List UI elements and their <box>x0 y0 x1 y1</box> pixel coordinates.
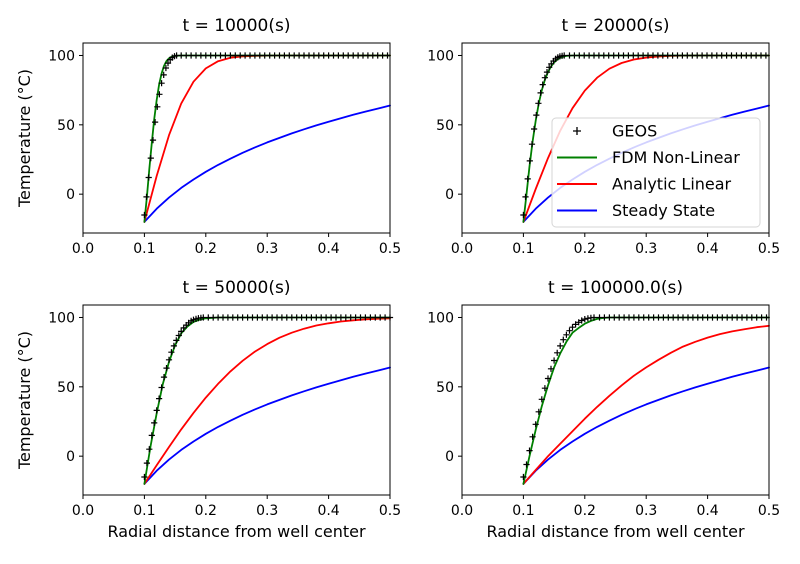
axes-frame <box>82 42 391 234</box>
legend-label: GEOS <box>612 122 657 141</box>
y-tick-label: 0 <box>66 449 75 465</box>
x-tick-label: 0.0 <box>451 503 473 519</box>
x-axis-label: Radial distance from well center <box>107 522 366 541</box>
subplot-title: t = 100000.0(s) <box>548 278 683 298</box>
series-line-analytic-linear <box>522 324 770 485</box>
axes-frame <box>461 304 770 496</box>
x-tick-label: 0.3 <box>256 503 278 519</box>
legend-box <box>551 117 761 228</box>
legend-label: FDM Non-Linear <box>612 148 740 167</box>
y-tick-label: 100 <box>48 48 75 64</box>
x-tick-label: 0.0 <box>451 241 473 257</box>
axes-frame <box>82 304 391 496</box>
legend-label: Analytic Linear <box>612 175 732 194</box>
x-tick-label: 0.2 <box>195 241 217 257</box>
x-tick-label: 0.1 <box>512 503 534 519</box>
y-tick-label: 100 <box>427 48 454 64</box>
legend-key-plus-icon <box>573 127 581 135</box>
series-line-steady-state <box>143 366 391 485</box>
x-tick-label: 0.4 <box>317 241 339 257</box>
x-tick-label: 0.0 <box>72 503 94 519</box>
axes-frame <box>461 42 770 234</box>
x-tick-label: 0.3 <box>635 241 657 257</box>
x-tick-label: 0.3 <box>635 503 657 519</box>
series-line-fdm-non-linear <box>143 54 391 223</box>
x-tick-label: 0.4 <box>696 503 718 519</box>
series-markers-geos <box>520 52 769 219</box>
x-tick-label: 0.0 <box>72 241 94 257</box>
x-tick-label: 0.3 <box>256 241 278 257</box>
x-tick-label: 0.1 <box>133 503 155 519</box>
x-tick-label: 0.2 <box>574 503 596 519</box>
x-tick-label: 0.5 <box>379 503 401 519</box>
series-line-fdm-non-linear <box>522 316 770 485</box>
x-tick-label: 0.1 <box>133 241 155 257</box>
series-markers-geos <box>141 52 391 219</box>
y-tick-label: 0 <box>445 187 454 203</box>
y-tick-label: 50 <box>57 118 75 134</box>
x-tick-label: 0.2 <box>195 503 217 519</box>
x-tick-label: 0.5 <box>379 241 401 257</box>
x-tick-label: 0.5 <box>758 503 780 519</box>
y-tick-label: 100 <box>48 310 75 326</box>
series-line-fdm-non-linear <box>143 316 391 485</box>
y-tick-label: 50 <box>436 380 454 396</box>
subplot-title: t = 20000(s) <box>562 16 670 36</box>
y-tick-label: 50 <box>436 118 454 134</box>
x-tick-label: 0.4 <box>317 503 339 519</box>
x-tick-label: 0.5 <box>758 241 780 257</box>
x-axis-label: Radial distance from well center <box>486 522 745 541</box>
y-axis-label: Temperature (°C) <box>15 69 34 208</box>
subplot-title: t = 10000(s) <box>183 16 291 36</box>
x-tick-label: 0.2 <box>574 241 596 257</box>
series-line-analytic-linear <box>143 317 391 485</box>
series-markers-geos <box>141 314 394 481</box>
y-tick-label: 100 <box>427 310 454 326</box>
series-markers-geos <box>520 314 770 481</box>
x-tick-label: 0.1 <box>512 241 534 257</box>
series-line-analytic-linear <box>143 54 391 223</box>
y-tick-label: 0 <box>445 449 454 465</box>
y-tick-label: 50 <box>57 380 75 396</box>
x-tick-label: 0.4 <box>696 241 718 257</box>
legend-label: Steady State <box>612 201 715 220</box>
y-tick-label: 0 <box>66 187 75 203</box>
series-line-steady-state <box>143 104 391 223</box>
subplot-title: t = 50000(s) <box>183 278 291 298</box>
series-line-steady-state <box>522 366 770 485</box>
y-axis-label: Temperature (°C) <box>15 331 34 470</box>
